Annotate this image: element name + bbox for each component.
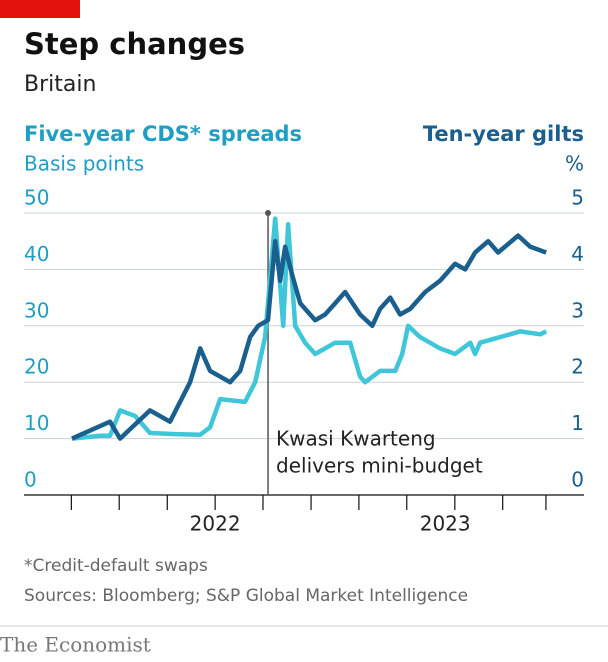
y2-title: Ten-year gilts (423, 122, 584, 146)
x-tick-label: 2022 (190, 512, 241, 536)
annotation-text: delivers mini-budget (276, 454, 483, 478)
y-tick-label: 20 (24, 355, 49, 379)
chart-title: Step changes (24, 27, 245, 61)
y2-label: % (565, 152, 584, 176)
y-tick-label: 0 (24, 468, 37, 492)
y-label: Basis points (24, 152, 144, 176)
annotation-dot (265, 210, 272, 216)
series-line (71, 216, 548, 441)
y-title: Five-year CDS* spreads (24, 122, 302, 146)
y-tick-label: 10 (24, 411, 49, 435)
chart-subtitle: Britain (24, 72, 96, 97)
y2-tick-label: 4 (571, 242, 584, 266)
source: Sources: Bloomberg; S&P Global Market In… (24, 586, 468, 606)
y2-tick-label: 0 (571, 468, 584, 492)
y2-tick-label: 2 (571, 355, 584, 379)
annotation-text: Kwasi Kwarteng (276, 427, 436, 451)
x-tick-label: 2023 (420, 512, 471, 536)
brand: The Economist (0, 633, 151, 657)
series-line (71, 233, 547, 441)
footnote: *Credit-default swaps (24, 556, 208, 576)
y2-tick-label: 1 (571, 411, 584, 435)
y2-tick-label: 3 (571, 298, 584, 322)
brand-tag (0, 0, 80, 18)
y-tick-label: 40 (24, 242, 49, 266)
y-tick-label: 50 (24, 186, 49, 210)
y-tick-label: 30 (24, 298, 49, 322)
y2-tick-label: 5 (571, 186, 584, 210)
